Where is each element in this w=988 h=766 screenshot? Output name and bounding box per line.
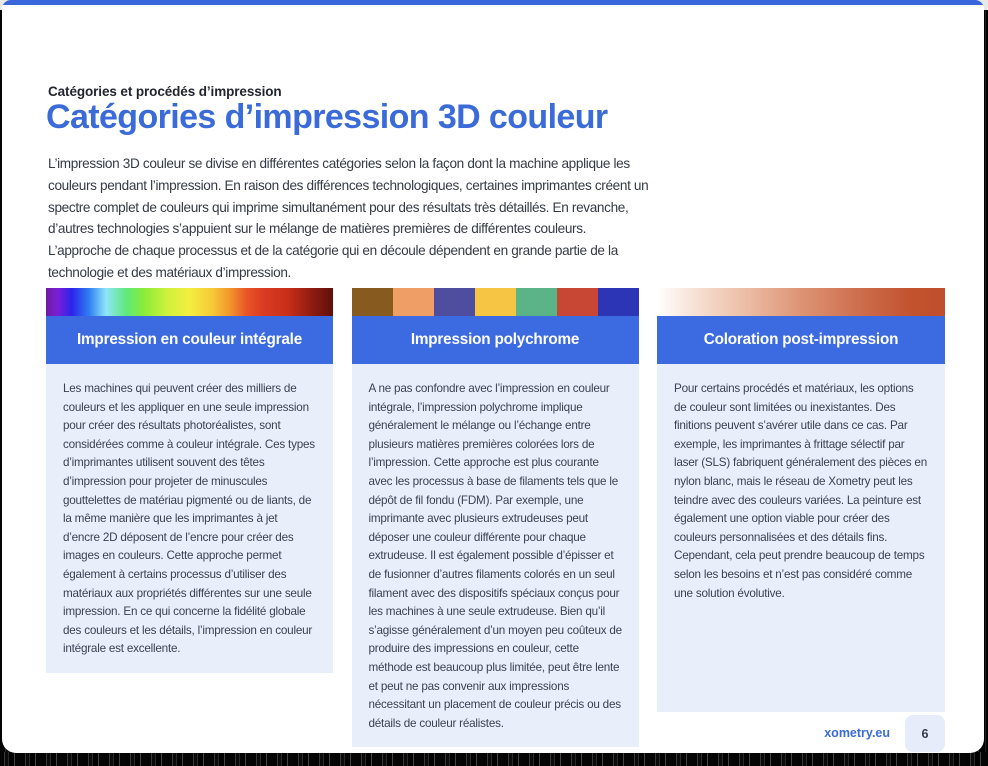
intro-paragraph: L’impression 3D couleur se divise en dif… [48,156,649,280]
discrete-swatches-bar [351,288,639,316]
color-swatch [433,288,475,316]
color-swatch [515,288,557,316]
top-accent-bar [2,0,984,5]
color-swatch [392,288,434,316]
card-full-color-printing: Impression en couleur intégrale Les mach… [46,288,333,673]
color-swatch [597,288,639,316]
card-polychrome-printing: Impression polychrome A ne pas confondre… [351,288,639,748]
color-swatch [556,288,598,316]
card-title-polychrome: Impression polychrome [351,316,639,364]
card-post-print-coloring: Coloration post-impression Pour certains… [657,288,945,712]
footer-site-link[interactable]: xometry.eu [824,726,890,740]
spectrum-gradient-bar [46,288,333,316]
document-page: Catégories et procédés d’impression Caté… [2,0,984,753]
card-title-full-color: Impression en couleur intégrale [46,316,333,364]
card-body-full-color: Les machines qui peuvent créer des milli… [46,364,333,673]
screen-edge-noise [0,752,988,766]
card-body-post-print: Pour certains procédés et matériaux, les… [657,364,945,712]
eyebrow-heading: Catégories et procédés d’impression [48,84,282,99]
color-swatch [474,288,516,316]
category-columns: Impression en couleur intégrale Les mach… [46,288,945,748]
color-swatch [351,288,393,316]
dye-gradient-bar [657,288,945,316]
card-body-polychrome: A ne pas confondre avec l’impression en … [351,364,639,748]
page-title: Catégories d’impression 3D couleur [46,98,608,136]
card-title-post-print: Coloration post-impression [657,316,945,364]
page-number-badge: 6 [905,715,945,752]
